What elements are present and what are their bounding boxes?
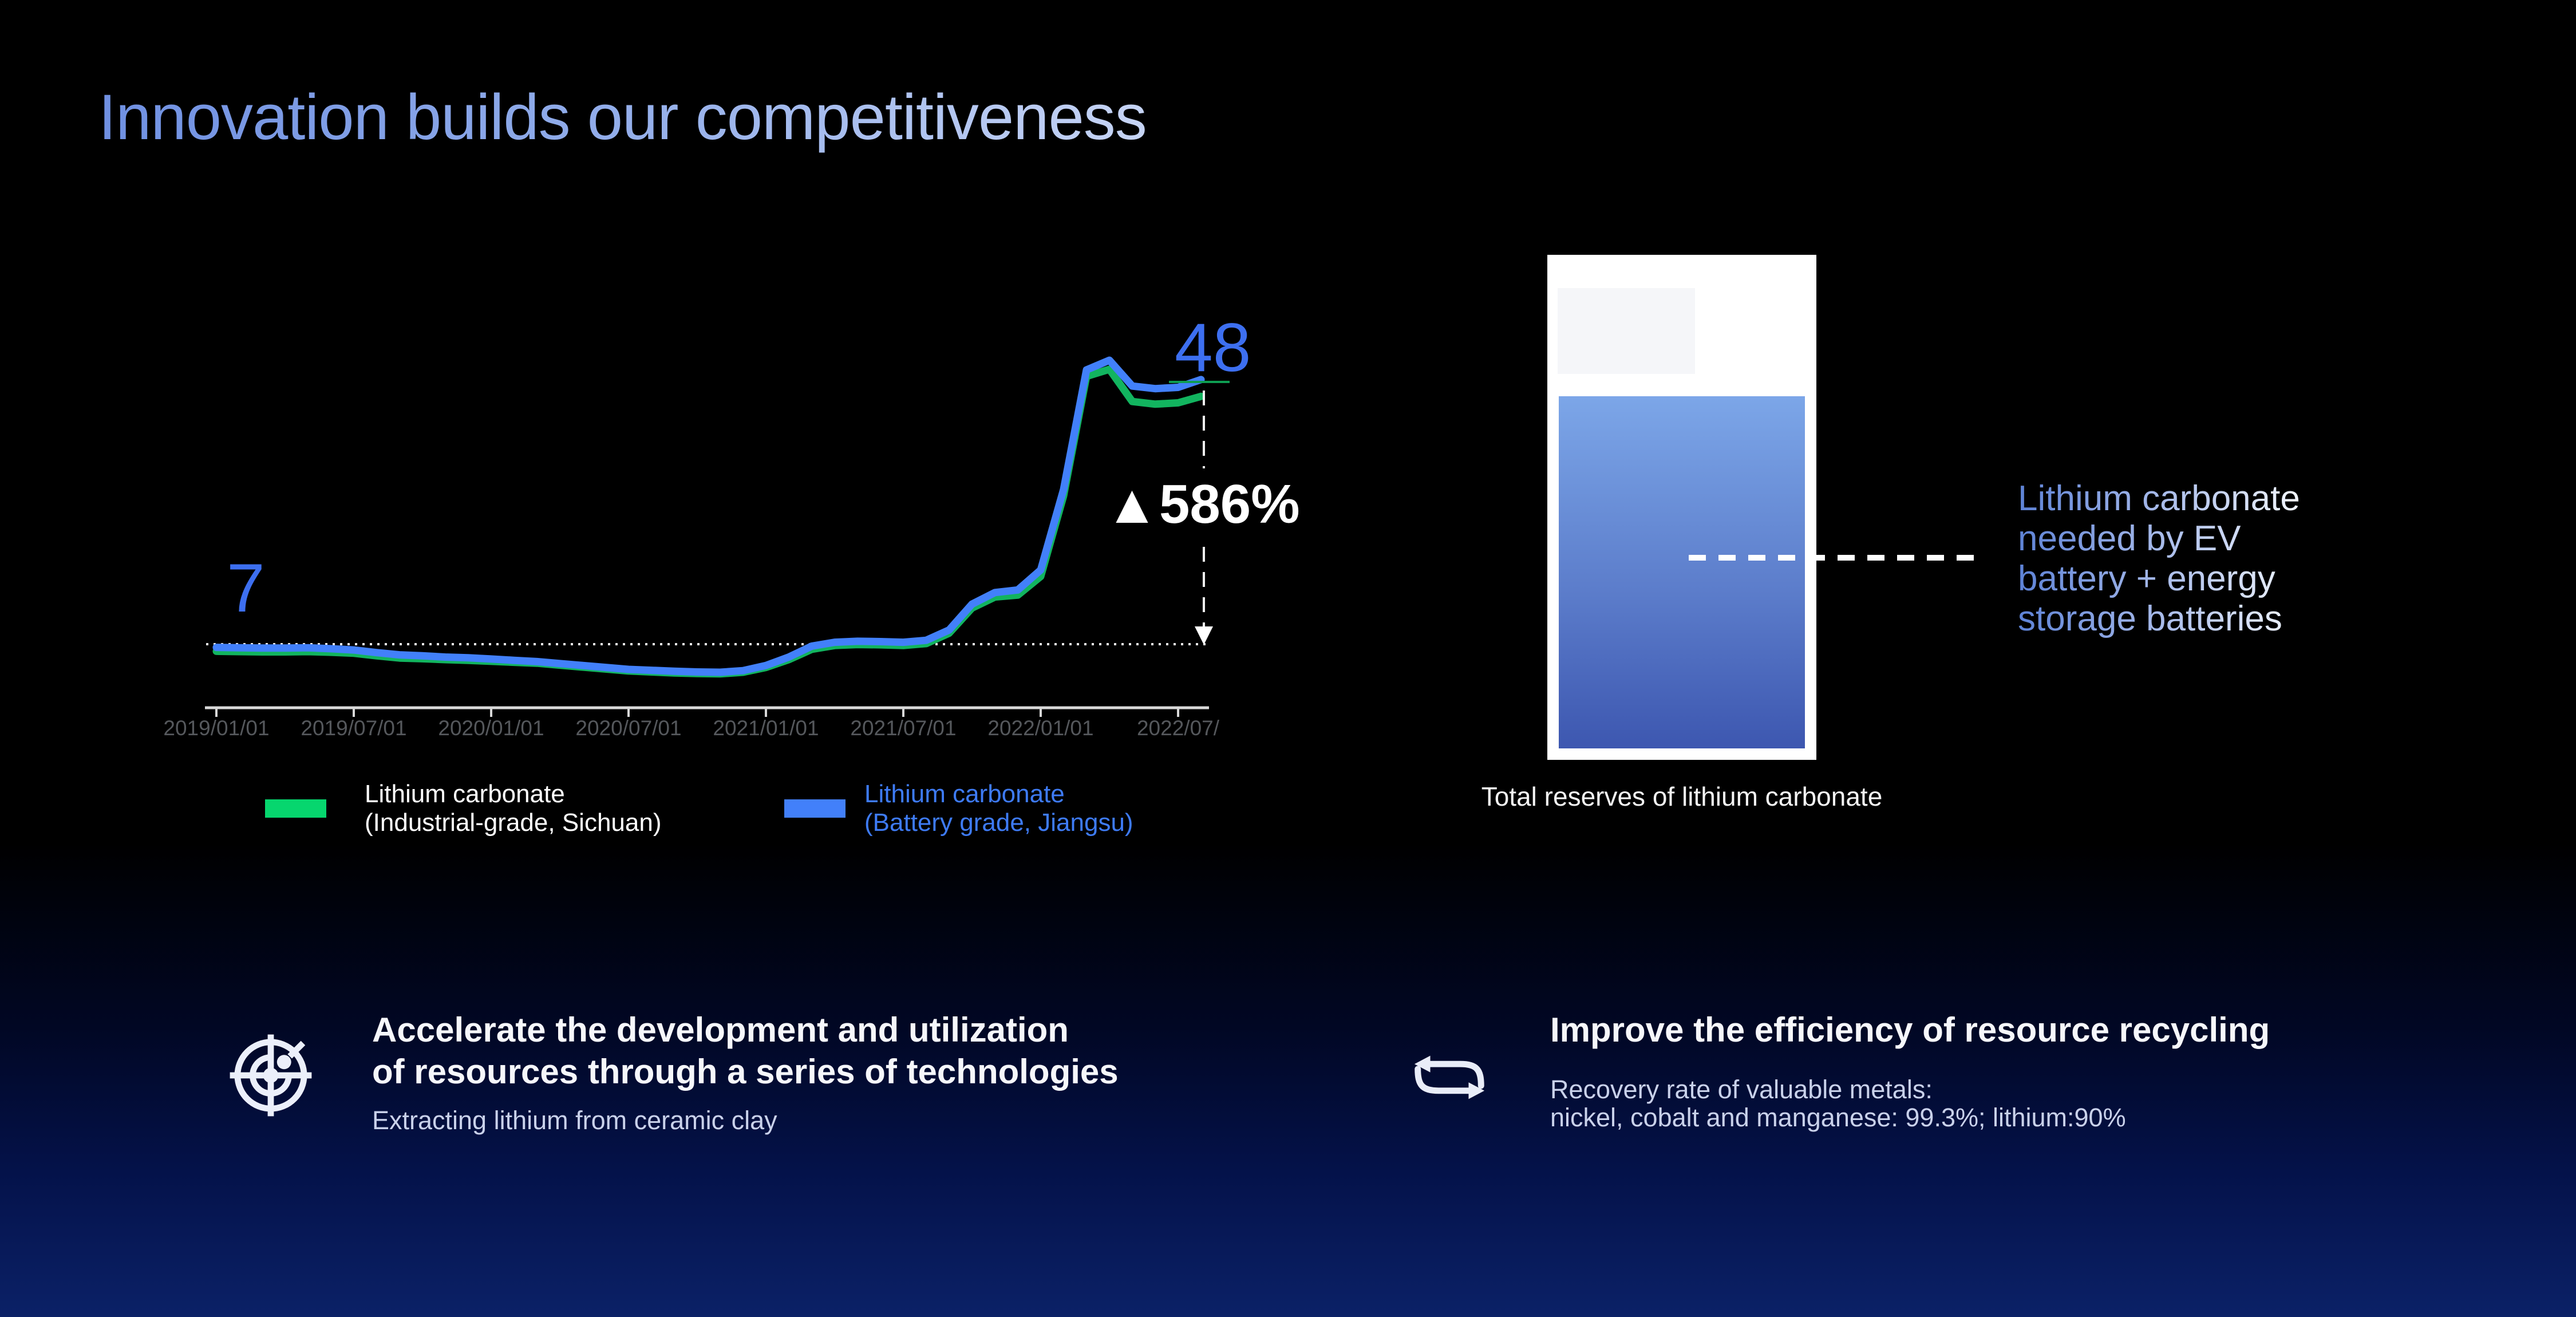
x-axis-ticks: [215, 708, 1179, 717]
page-title: Innovation builds our competitiveness: [98, 81, 1147, 153]
legend-swatch-industrial: [265, 799, 326, 818]
x-tick-label: 2019/01/01: [163, 716, 269, 740]
legend-swatch-battery: [784, 799, 846, 818]
end-value-label: 48: [1175, 309, 1251, 386]
footer-right-heading: Improve the efficiency of resource recyc…: [1550, 1011, 2270, 1049]
change-annotation: ▲586%: [1105, 474, 1300, 535]
down-arrow-icon: [1195, 626, 1213, 645]
callout-dashed-line: [1689, 555, 1974, 561]
legend-label-industrial: Lithium carbonate (Industrial-grade, Sic…: [365, 780, 662, 837]
x-tick-label: 2020/01/01: [438, 716, 544, 740]
tank-fill: [1559, 396, 1805, 748]
footer-left-heading: Accelerate the development and utilizati…: [372, 1011, 1119, 1091]
reserves-tank: [1547, 255, 1816, 760]
battery-grade-line: [212, 356, 1205, 676]
recycle-loop-icon: [1414, 1055, 1485, 1099]
x-tick-label: 2021/07/01: [850, 716, 956, 740]
radar-target-icon: [230, 1034, 312, 1117]
legend-label-battery: Lithium carbonate (Battery grade, Jiangs…: [864, 780, 1133, 837]
x-tick-label: 2021/01/01: [713, 716, 819, 740]
x-tick-label: 2019/07/01: [301, 716, 406, 740]
start-value-label: 7: [227, 550, 265, 626]
tank-caption: Total reserves of lithium carbonate: [1481, 782, 1883, 811]
callout-text: Lithium carbonate needed by EV battery +…: [2018, 479, 2300, 638]
x-tick-label: 2022/07/: [1137, 716, 1220, 740]
tank-inner-shade: [1558, 288, 1695, 374]
x-tick-label: 2022/01/01: [987, 716, 1093, 740]
x-tick-label: 2020/07/01: [575, 716, 681, 740]
footer-right-subtext: Recovery rate of valuable metals: nickel…: [1550, 1075, 2126, 1132]
footer-left-subtext: Extracting lithium from ceramic clay: [372, 1106, 777, 1135]
